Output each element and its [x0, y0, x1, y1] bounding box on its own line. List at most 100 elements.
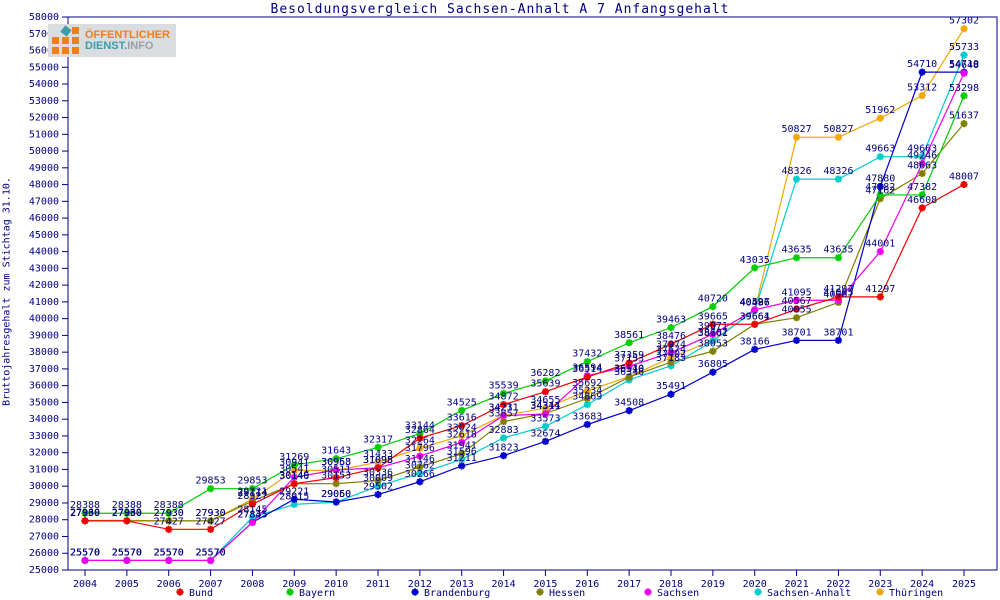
point-label: 27845: [237, 509, 267, 520]
point-label: 30968: [321, 457, 351, 468]
marker-stroke: [793, 337, 800, 344]
data-point-marker: [583, 394, 591, 403]
marker-stroke: [291, 501, 298, 508]
data-point-marker: [176, 588, 184, 596]
point-label: 31823: [489, 443, 519, 454]
marker-stroke: [458, 450, 465, 457]
point-label: 48663: [907, 160, 937, 171]
x-tick-label: 2010: [324, 579, 348, 590]
marker-stroke: [877, 293, 884, 301]
oeffentlicher-dienst-logo[interactable]: ÖFFENTLICHER DIENST.INFO: [48, 24, 176, 57]
point-label: 32864: [405, 425, 435, 436]
point-label: 35692: [572, 378, 602, 389]
marker-stroke: [291, 496, 298, 503]
y-tick-label: 50000: [29, 146, 59, 157]
data-point-marker: [541, 437, 550, 446]
series-line: [85, 54, 965, 562]
legend-item-bund[interactable]: Bund: [176, 588, 213, 599]
legend-item-thringen[interactable]: Thüringen: [876, 588, 943, 599]
y-tick-label: 45000: [29, 230, 59, 241]
point-label: 27930: [154, 508, 184, 519]
x-tick-label: 2018: [659, 579, 683, 590]
point-label: 30941: [279, 457, 309, 468]
data-point-marker: [918, 191, 926, 199]
point-label: 27960: [112, 507, 142, 518]
point-label: 37153: [614, 353, 644, 364]
data-point-marker: [332, 480, 340, 488]
marker-stroke: [918, 92, 926, 99]
marker-stroke: [332, 474, 340, 481]
data-point-marker: [541, 377, 550, 385]
point-label: 30146: [279, 471, 309, 482]
point-label: 44001: [865, 239, 895, 250]
point-label: 40567: [782, 296, 812, 307]
point-label: 25570: [196, 547, 226, 558]
point-label: 27930: [112, 508, 142, 519]
y-tick-label: 56000: [29, 46, 59, 57]
marker-stroke: [500, 401, 507, 408]
series-lines: [81, 25, 968, 565]
point-label: 25570: [112, 547, 142, 558]
marker-stroke: [960, 25, 968, 32]
x-tick-label: 2014: [492, 579, 516, 590]
marker-stroke: [332, 498, 340, 506]
point-label: 33857: [489, 409, 519, 420]
data-point-marker: [876, 588, 884, 596]
data-point-marker: [960, 51, 968, 59]
legend-item-brandenburg[interactable]: Brandenburg: [411, 588, 490, 599]
legend-item-sachsen[interactable]: Sachsen: [644, 588, 699, 599]
point-label: 29221: [279, 486, 309, 497]
marker-stroke: [249, 485, 256, 492]
marker-stroke: [960, 69, 968, 77]
data-point-marker: [918, 91, 926, 100]
point-label: 31941: [447, 441, 477, 452]
marker-stroke: [960, 181, 968, 188]
data-point-marker: [960, 120, 968, 128]
marker-stroke: [291, 461, 298, 469]
y-tick-label: 26000: [29, 548, 59, 559]
legend-item-bayern[interactable]: Bayern: [286, 588, 335, 599]
marker-stroke: [542, 410, 549, 418]
data-point-marker: [918, 160, 926, 168]
marker-stroke: [835, 293, 842, 301]
marker-stroke: [458, 456, 465, 463]
data-point-marker: [458, 406, 466, 414]
point-label: 27427: [154, 516, 184, 527]
marker-stroke: [542, 423, 549, 430]
y-tick-label: 40000: [29, 314, 59, 325]
x-tick-label: 2005: [115, 579, 139, 590]
marker-stroke: [458, 439, 465, 446]
point-label: 40720: [698, 294, 728, 305]
point-label: 36805: [698, 359, 728, 370]
y-tick-label: 37000: [29, 364, 59, 375]
point-label: 49663: [865, 144, 895, 155]
data-point-marker: [499, 452, 508, 460]
y-tick-label: 48000: [29, 180, 59, 191]
legend-label: Sachsen: [657, 588, 699, 599]
point-label: 34231: [489, 402, 519, 413]
data-point-marker: [876, 114, 884, 122]
point-label: 25570: [154, 547, 184, 558]
data-point-marker: [290, 473, 298, 481]
marker-stroke: [667, 349, 675, 356]
data-point-marker: [792, 254, 801, 262]
y-tick-label: 58000: [29, 12, 59, 23]
y-tick-label: 41000: [29, 297, 59, 308]
point-label: 27930: [196, 508, 226, 519]
point-label: 32264: [405, 435, 435, 446]
point-label: 55733: [949, 42, 979, 53]
point-label: 34872: [489, 392, 519, 403]
marker-stroke: [176, 588, 184, 596]
y-tick-label: 27000: [29, 531, 59, 542]
y-tick-label: 54000: [29, 79, 59, 90]
legend-item-sachsen-anhalt[interactable]: Sachsen-Anhalt: [754, 588, 851, 599]
legend-item-hessen[interactable]: Hessen: [536, 588, 585, 599]
data-point-marker: [583, 358, 591, 366]
series-hessen: [81, 120, 968, 525]
point-label: 48326: [782, 166, 812, 177]
legend[interactable]: Bund Bayern Brandenburg Hessen Sachsen Sachse…: [176, 588, 943, 599]
marker-stroke: [584, 387, 591, 395]
point-label: 34655: [530, 395, 560, 406]
point-label: 27930: [70, 508, 100, 519]
point-label: 30336: [363, 468, 393, 479]
